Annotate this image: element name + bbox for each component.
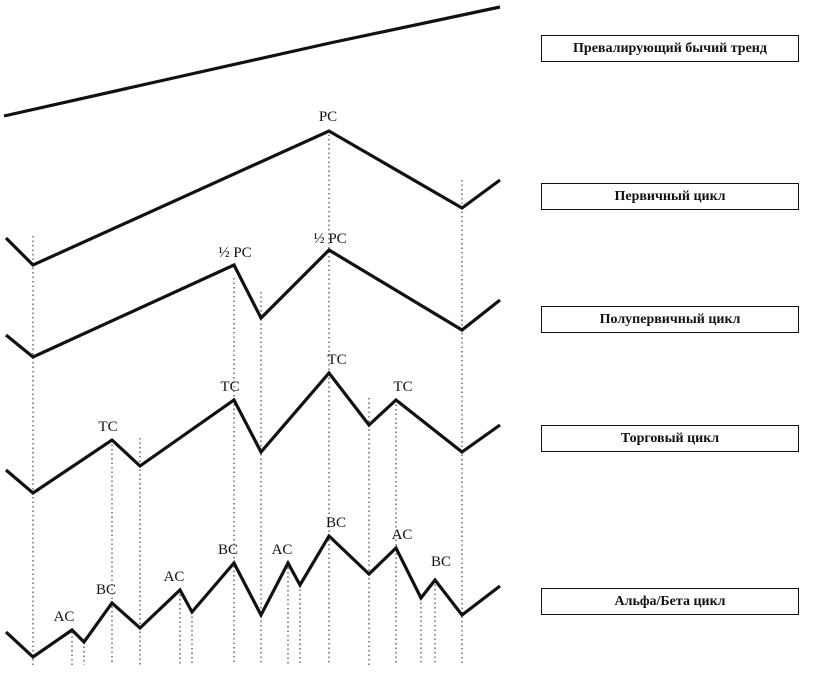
- tc-label: TC: [220, 379, 239, 395]
- ac-label: AC: [164, 569, 185, 585]
- pc-label: PC: [319, 109, 337, 125]
- ac-label: AC: [272, 542, 293, 558]
- trading-cycle-wave: [4, 370, 501, 496]
- half-pc-label: ½ PC: [218, 245, 251, 261]
- legend-bull-trend: Превалирующий бычий тренд: [541, 35, 799, 62]
- tc-label: TC: [393, 379, 412, 395]
- bull-trend-line: [3, 5, 501, 118]
- bc-label: BC: [431, 554, 451, 570]
- legend-alpha-beta-cycle: Альфа/Бета цикл: [541, 588, 799, 615]
- bc-label: BC: [326, 515, 346, 531]
- ac-label: AC: [392, 527, 413, 543]
- ac-label: AC: [54, 609, 75, 625]
- semi-primary-cycle-wave: [4, 247, 501, 359]
- bc-label: BC: [218, 542, 238, 558]
- tc-label: TC: [327, 352, 346, 368]
- bc-label: BC: [96, 582, 116, 598]
- peak-labels: PC ½ PC ½ PC TC TC TC TC AC BC AC BC AC …: [54, 109, 451, 625]
- legend-trading-cycle: Торговый цикл: [541, 425, 799, 452]
- half-pc-label: ½ PC: [313, 231, 346, 247]
- legend-semi-primary-cycle: Полупервичный цикл: [541, 306, 799, 333]
- legend-primary-cycle: Первичный цикл: [541, 183, 799, 210]
- tc-label: TC: [98, 419, 117, 435]
- primary-cycle-wave: [4, 129, 501, 267]
- alpha-beta-cycle-wave: [4, 533, 501, 660]
